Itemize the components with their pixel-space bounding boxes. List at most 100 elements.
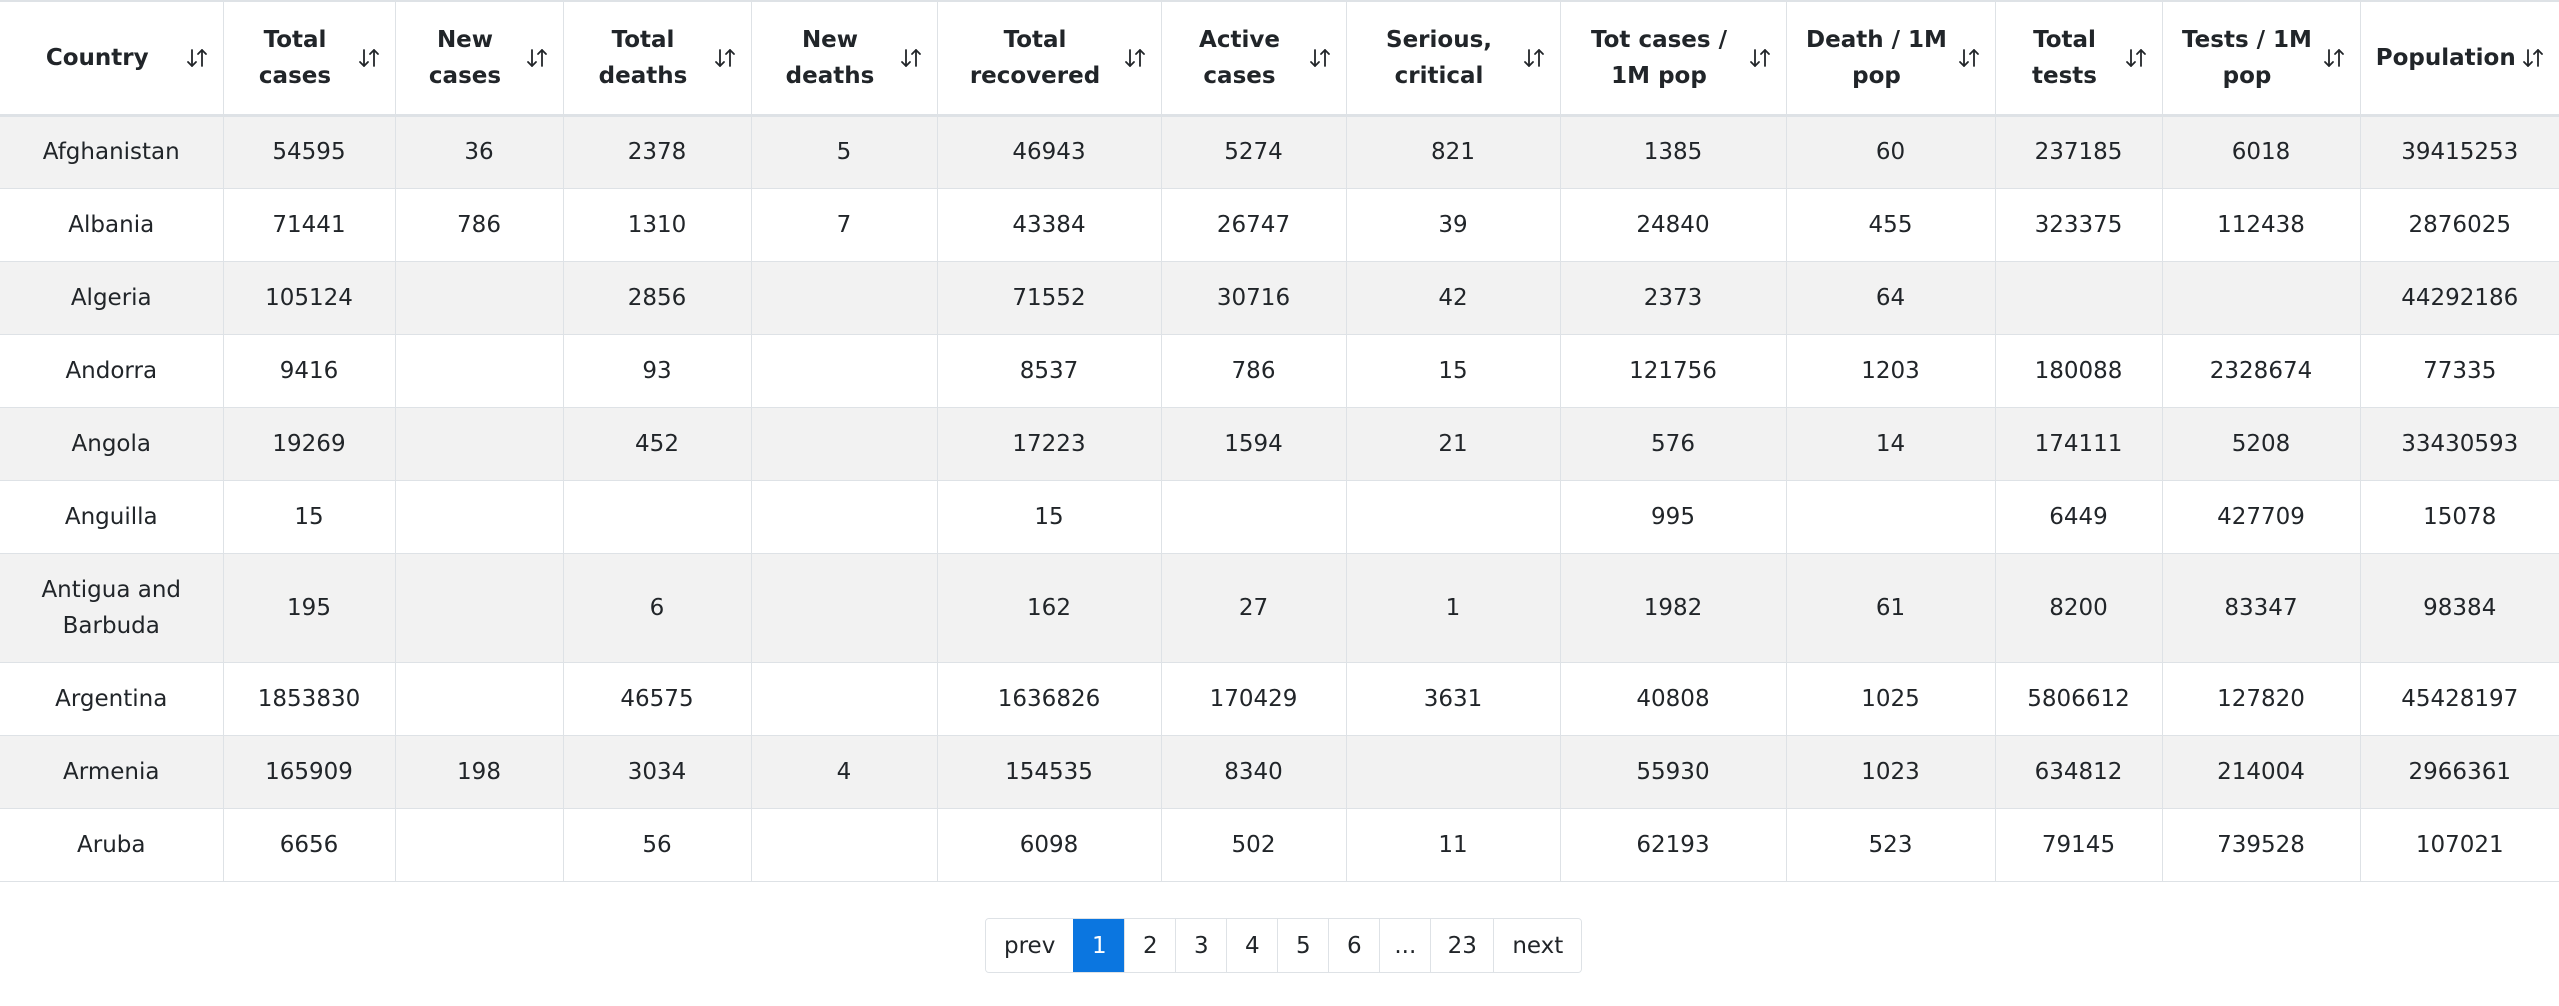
cell-total-recovered: 6098 bbox=[936, 808, 1161, 882]
cell-deaths-per-1m: 60 bbox=[1785, 115, 1995, 189]
cell-deaths-per-1m: 455 bbox=[1785, 188, 1995, 262]
cell-country: Antigua and Barbuda bbox=[0, 553, 223, 663]
page-button-6[interactable]: 6 bbox=[1328, 919, 1380, 972]
sort-up-down-icon[interactable] bbox=[713, 42, 739, 74]
cell-total-cases: 165909 bbox=[222, 735, 395, 809]
cell-population: 107021 bbox=[2359, 808, 2559, 882]
column-header-text: cases bbox=[1203, 62, 1276, 89]
sort-up-down-icon[interactable] bbox=[357, 42, 383, 74]
cell-active-cases: 5274 bbox=[1160, 115, 1346, 189]
next-page-button[interactable]: next bbox=[1493, 919, 1582, 972]
column-header-text: pop bbox=[2222, 62, 2272, 89]
column-header-deaths-per-1m[interactable]: Death / 1M pop bbox=[1785, 0, 1995, 117]
cell-population: 44292186 bbox=[2359, 261, 2559, 335]
cell-active-cases: 27 bbox=[1160, 553, 1346, 663]
cell-total-deaths bbox=[562, 480, 751, 554]
column-header-text: Country bbox=[45, 44, 149, 71]
cell-tests-per-1m: 2328674 bbox=[2161, 334, 2360, 408]
column-header-total-deaths[interactable]: Total deaths bbox=[562, 0, 751, 117]
column-header-label: Total tests bbox=[2032, 22, 2097, 94]
page-button-4[interactable]: 4 bbox=[1226, 919, 1278, 972]
page-button-5[interactable]: 5 bbox=[1277, 919, 1329, 972]
cell-tot-cases-per-1m: 121756 bbox=[1559, 334, 1786, 408]
column-header-total-recovered[interactable]: Total recovered bbox=[936, 0, 1161, 117]
sort-up-down-icon[interactable] bbox=[2322, 42, 2348, 74]
cell-deaths-per-1m: 14 bbox=[1785, 407, 1995, 481]
cell-new-deaths bbox=[750, 480, 937, 554]
column-header-tests-per-1m[interactable]: Tests / 1M pop bbox=[2161, 0, 2360, 117]
column-header-text: critical bbox=[1394, 62, 1484, 89]
cell-total-recovered: 162 bbox=[936, 553, 1161, 663]
cell-tot-cases-per-1m: 576 bbox=[1559, 407, 1786, 481]
cell-deaths-per-1m bbox=[1785, 480, 1995, 554]
cell-new-cases bbox=[394, 553, 563, 663]
sort-up-down-icon[interactable] bbox=[1748, 42, 1774, 74]
column-header-label: Total recovered bbox=[970, 22, 1100, 94]
cell-tests-per-1m: 427709 bbox=[2161, 480, 2360, 554]
cell-population: 33430593 bbox=[2359, 407, 2559, 481]
column-header-country[interactable]: Country bbox=[0, 0, 223, 117]
sort-up-down-icon[interactable] bbox=[1957, 42, 1983, 74]
cell-total-deaths: 6 bbox=[562, 553, 751, 663]
cell-total-tests bbox=[1994, 261, 2162, 335]
page-button-23[interactable]: 23 bbox=[1430, 919, 1494, 972]
table-row: Anguilla 15 15 995 6449 427709 15078 bbox=[0, 480, 2559, 554]
sort-up-down-icon[interactable] bbox=[1308, 42, 1334, 74]
cell-total-recovered: 43384 bbox=[936, 188, 1161, 262]
column-header-total-cases[interactable]: Total cases bbox=[222, 0, 395, 117]
column-header-text: Total bbox=[611, 26, 675, 53]
column-header-tot-cases-per-1m[interactable]: Tot cases / 1M pop bbox=[1559, 0, 1786, 117]
sort-up-down-icon[interactable] bbox=[525, 42, 551, 74]
cell-tests-per-1m: 5208 bbox=[2161, 407, 2360, 481]
cell-total-cases: 6656 bbox=[222, 808, 395, 882]
page-button-2[interactable]: 2 bbox=[1124, 919, 1176, 972]
cell-total-tests: 237185 bbox=[1994, 115, 2162, 189]
cell-serious-critical: 3631 bbox=[1345, 662, 1560, 736]
cell-active-cases: 8340 bbox=[1160, 735, 1346, 809]
column-header-text: New bbox=[801, 26, 859, 53]
cell-total-deaths: 46575 bbox=[562, 662, 751, 736]
cell-total-recovered: 15 bbox=[936, 480, 1161, 554]
sort-up-down-icon[interactable] bbox=[1522, 42, 1548, 74]
cell-total-deaths: 2856 bbox=[562, 261, 751, 335]
column-header-label: Total cases bbox=[259, 22, 331, 94]
sort-up-down-icon[interactable] bbox=[899, 42, 925, 74]
table-body: Afghanistan 54595 36 2378 5 46943 5274 821 1385 6… bbox=[0, 115, 2559, 882]
cell-active-cases: 170429 bbox=[1160, 662, 1346, 736]
cell-tot-cases-per-1m: 55930 bbox=[1559, 735, 1786, 809]
cell-population: 2966361 bbox=[2359, 735, 2559, 809]
column-header-active-cases[interactable]: Active cases bbox=[1160, 0, 1346, 117]
prev-page-button[interactable]: prev bbox=[986, 919, 1074, 972]
cell-tot-cases-per-1m: 995 bbox=[1559, 480, 1786, 554]
column-header-total-tests[interactable]: Total tests bbox=[1994, 0, 2162, 117]
cell-new-cases bbox=[394, 334, 563, 408]
column-header-new-deaths[interactable]: New deaths bbox=[750, 0, 937, 117]
column-header-text: Population bbox=[2375, 44, 2516, 71]
sort-up-down-icon[interactable] bbox=[185, 42, 211, 74]
cell-country: Algeria bbox=[0, 261, 223, 335]
cell-country: Andorra bbox=[0, 334, 223, 408]
cell-tot-cases-per-1m: 1385 bbox=[1559, 115, 1786, 189]
cell-tot-cases-per-1m: 24840 bbox=[1559, 188, 1786, 262]
cell-new-deaths: 5 bbox=[750, 115, 937, 189]
header-row: Country Total cases New cases Total deaths New d… bbox=[0, 0, 2559, 117]
page-button-1[interactable]: 1 bbox=[1073, 919, 1125, 972]
sort-up-down-icon[interactable] bbox=[1123, 42, 1149, 74]
column-header-new-cases[interactable]: New cases bbox=[394, 0, 563, 117]
column-header-population[interactable]: Population bbox=[2359, 0, 2559, 117]
cell-total-cases: 195 bbox=[222, 553, 395, 663]
column-header-text: pop bbox=[1852, 62, 1901, 89]
cell-tot-cases-per-1m: 1982 bbox=[1559, 553, 1786, 663]
cell-total-cases: 19269 bbox=[222, 407, 395, 481]
page-button-3[interactable]: 3 bbox=[1175, 919, 1227, 972]
cell-country: Armenia bbox=[0, 735, 223, 809]
sort-up-down-icon[interactable] bbox=[2124, 42, 2150, 74]
column-header-label: Active cases bbox=[1199, 22, 1280, 94]
column-header-serious-critical[interactable]: Serious, critical bbox=[1345, 0, 1560, 117]
cell-new-deaths bbox=[750, 407, 937, 481]
column-header-label: Population bbox=[2376, 40, 2516, 76]
sort-up-down-icon[interactable] bbox=[2521, 42, 2547, 74]
cell-deaths-per-1m: 1023 bbox=[1785, 735, 1995, 809]
cell-new-deaths bbox=[750, 261, 937, 335]
table-row: Afghanistan 54595 36 2378 5 46943 5274 821 1385 6… bbox=[0, 115, 2559, 189]
